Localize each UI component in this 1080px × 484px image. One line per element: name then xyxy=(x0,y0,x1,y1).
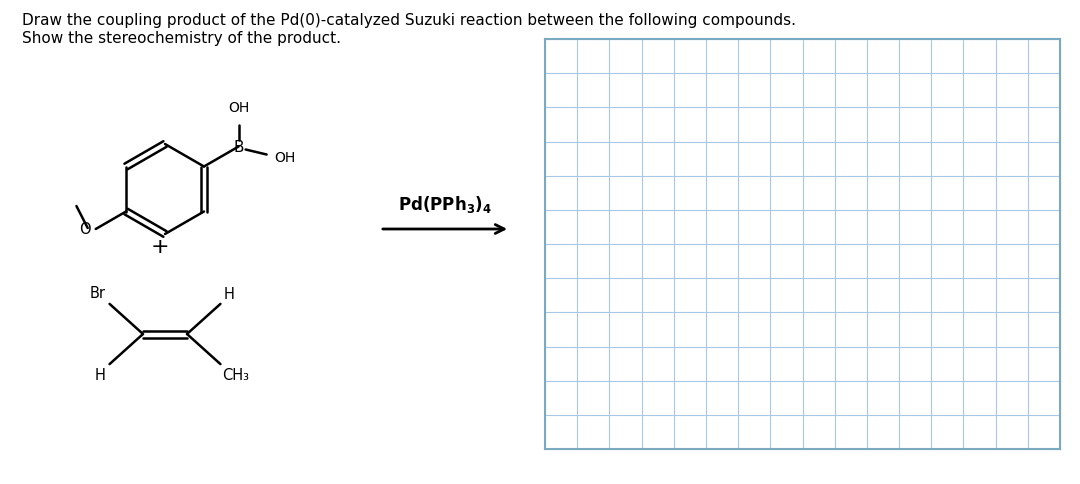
Text: Br: Br xyxy=(90,285,106,300)
Text: OH: OH xyxy=(274,150,296,164)
Text: OH: OH xyxy=(228,101,249,115)
Text: H: H xyxy=(95,367,106,382)
Text: $\bf{Pd}\bf{(PPh_3)_4}$: $\bf{Pd}\bf{(PPh_3)_4}$ xyxy=(399,194,492,214)
Text: +: + xyxy=(151,237,170,257)
Text: H: H xyxy=(224,287,234,301)
Text: CH₃: CH₃ xyxy=(222,367,249,382)
Text: Show the stereochemistry of the product.: Show the stereochemistry of the product. xyxy=(22,31,341,46)
Text: Draw the coupling product of the Pd(0)-catalyzed Suzuki reaction between the fol: Draw the coupling product of the Pd(0)-c… xyxy=(22,13,796,28)
Text: B: B xyxy=(233,140,244,155)
Text: O: O xyxy=(79,222,91,237)
Bar xyxy=(545,40,1059,449)
